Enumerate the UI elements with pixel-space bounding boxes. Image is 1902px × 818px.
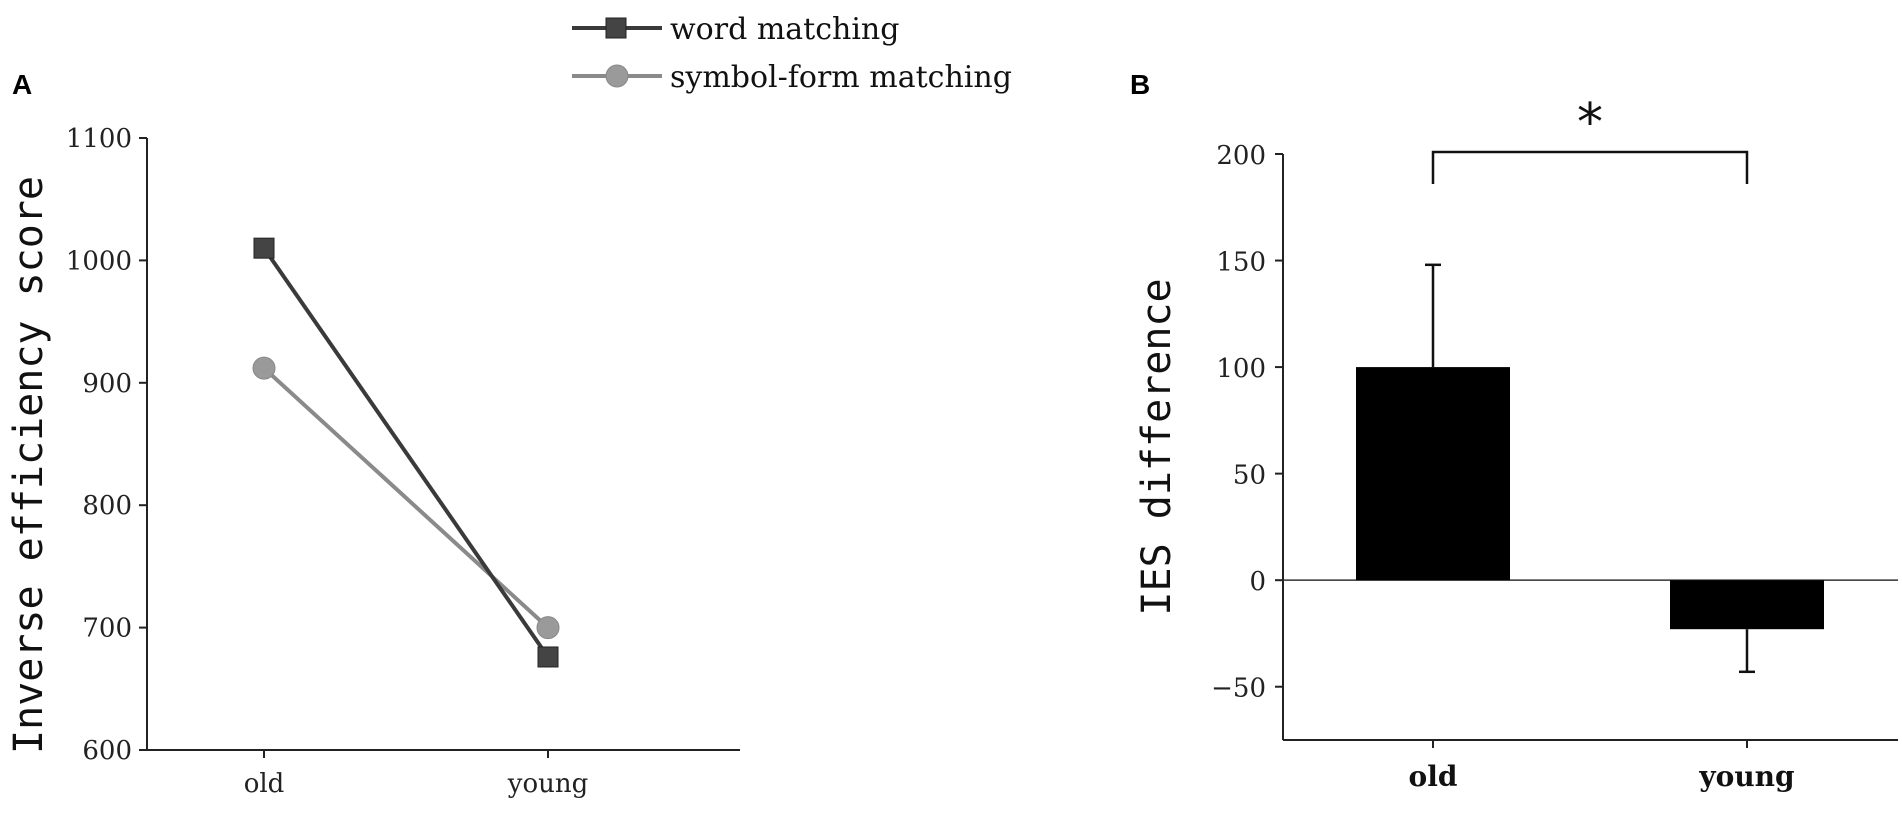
y-tick-label-a: 600 <box>82 736 132 766</box>
panel-a-label: A <box>12 69 32 100</box>
y-axis-title-b: IES difference <box>1134 278 1180 615</box>
x-tick-label-a: old <box>244 769 285 799</box>
panel-a: A word matching symbol-form matching Inv… <box>6 12 1012 799</box>
legend-marker-word <box>605 17 627 39</box>
y-tick-label-a: 1100 <box>66 124 132 154</box>
series-line-symbol <box>262 366 550 630</box>
legend-label-word: word matching <box>670 12 899 47</box>
y-tick-label-a: 900 <box>82 369 132 399</box>
y-ticks-a: 600 700 800 900 1000 1100 <box>66 124 147 766</box>
panel-b: B IES difference −50 0 50 100 150 200 old youn… <box>1130 69 1898 793</box>
legend-marker-symbol <box>605 64 629 88</box>
panel-b-label: B <box>1130 69 1150 100</box>
y-tick-label-b: 200 <box>1216 141 1266 171</box>
y-tick-label-b: 50 <box>1233 461 1266 491</box>
y-tick-label-b: 0 <box>1249 567 1266 597</box>
y-tick-label-b: −50 <box>1211 674 1266 704</box>
data-point-word <box>537 646 559 668</box>
y-tick-label-b: 150 <box>1216 248 1266 278</box>
bracket-line <box>1431 150 1749 184</box>
data-point-symbol <box>536 616 560 640</box>
legend-label-symbol: symbol-form matching <box>670 60 1012 95</box>
series-line-word <box>262 247 550 659</box>
x-tick-label-b: young <box>1698 760 1794 793</box>
legend: word matching symbol-form matching <box>572 12 1012 95</box>
y-tick-label-a: 800 <box>82 491 132 521</box>
significance-bracket: * <box>1431 93 1749 184</box>
significance-star: * <box>1577 93 1603 153</box>
y-ticks-b: −50 0 50 100 150 200 <box>1211 141 1283 704</box>
bar-young <box>1670 580 1824 630</box>
bars-b <box>1356 263 1824 674</box>
y-tick-label-b: 100 <box>1216 354 1266 384</box>
bar-old <box>1356 367 1510 581</box>
x-tick-label-b: old <box>1409 760 1458 793</box>
x-tick-label-a: young <box>507 769 588 799</box>
y-tick-label-a: 700 <box>82 614 132 644</box>
x-ticks-b: old young <box>1409 740 1795 793</box>
x-ticks-a: old young <box>244 750 588 799</box>
series-a <box>252 237 560 668</box>
data-point-word <box>253 237 275 259</box>
y-axis-title-a: Inverse efficiency score <box>6 176 52 754</box>
y-tick-label-a: 1000 <box>66 246 132 276</box>
data-point-symbol <box>252 356 276 380</box>
